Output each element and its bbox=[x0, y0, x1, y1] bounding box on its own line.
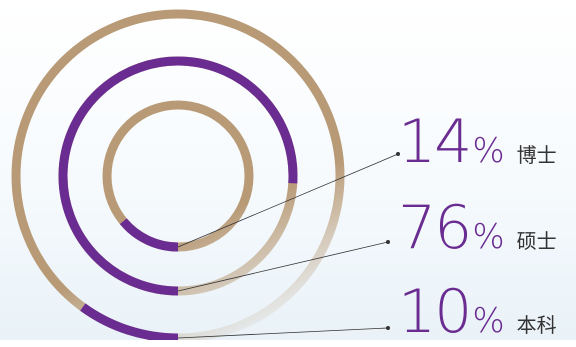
leader-dot-doctorate bbox=[396, 152, 400, 156]
ring-arc-bachelor bbox=[80, 303, 179, 340]
stat-value: 76 bbox=[398, 193, 472, 263]
ring-chart bbox=[11, 9, 400, 340]
stat-value: 10 bbox=[398, 277, 472, 347]
leader-line-doctorate bbox=[177, 153, 399, 248]
ring-arc-masters bbox=[58, 56, 298, 296]
stat-unit: % bbox=[472, 301, 505, 341]
leader-dot-bachelor bbox=[386, 326, 390, 330]
stat-label: 硕士 bbox=[516, 229, 557, 253]
stat-unit: % bbox=[472, 217, 505, 257]
stat-label: 本科 bbox=[516, 313, 557, 337]
stat-value: 14 bbox=[398, 107, 472, 177]
ring-arc-doctorate bbox=[119, 218, 179, 252]
stat-label: 博士 bbox=[516, 143, 557, 167]
leader-line-masters bbox=[177, 241, 389, 292]
stat-masters: 76 % 硕士 bbox=[398, 198, 557, 258]
stat-doctorate: 14 % 博士 bbox=[398, 112, 557, 172]
stat-bachelor: 10 % 本科 bbox=[398, 282, 557, 342]
leader-dot-masters bbox=[386, 240, 390, 244]
stat-unit: % bbox=[472, 131, 505, 171]
leader-line-bachelor bbox=[177, 327, 389, 339]
